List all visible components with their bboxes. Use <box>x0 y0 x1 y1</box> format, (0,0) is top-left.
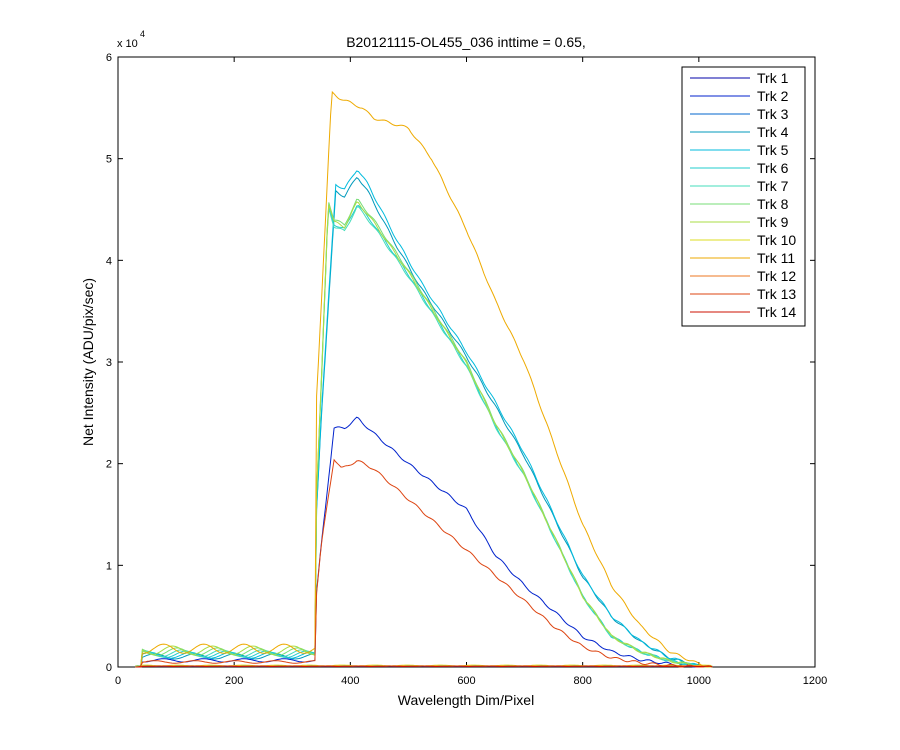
series-line-trk-14 <box>135 665 713 668</box>
x-tick-label: 800 <box>573 675 591 687</box>
y-tick-label: 4 <box>106 255 112 267</box>
x-tick-label: 0 <box>115 675 121 687</box>
series-lines <box>135 90 713 668</box>
legend-label: Trk 11 <box>757 250 795 266</box>
y-tick-label: 1 <box>106 560 112 572</box>
legend-label: Trk 5 <box>757 142 789 158</box>
x-tick-label: 1200 <box>803 675 827 687</box>
y-tick-label: 0 <box>106 662 112 674</box>
y-exponent-base: x 10 <box>117 38 138 50</box>
y-tick-label: 2 <box>106 459 112 471</box>
series-line-trk-13 <box>135 458 713 668</box>
legend-label: Trk 9 <box>757 214 789 230</box>
legend-label: Trk 8 <box>757 196 789 212</box>
y-tick-label: 6 <box>106 52 112 64</box>
legend-label: Trk 7 <box>757 178 789 194</box>
x-tick-label: 200 <box>225 675 243 687</box>
series-line-trk-11 <box>135 90 713 668</box>
legend-label: Trk 13 <box>757 286 796 302</box>
legend-label: Trk 4 <box>757 124 789 140</box>
y-tick-label: 5 <box>106 154 112 166</box>
x-tick-label: 400 <box>341 675 359 687</box>
legend-label: Trk 10 <box>757 232 796 248</box>
x-axis-label: Wavelength Dim/Pixel <box>398 692 534 708</box>
legend-label: Trk 6 <box>757 160 789 176</box>
y-tick-label: 3 <box>106 357 112 369</box>
legend-items: Trk 1 Trk 2 Trk 3 Trk 4 Trk 5 Trk 6 Trk 7 Trk 8… <box>690 70 796 320</box>
legend-label: Trk 14 <box>757 304 796 320</box>
legend-label: Trk 12 <box>757 268 796 284</box>
legend-label: Trk 1 <box>757 70 789 86</box>
y-exponent-power: 4 <box>140 29 145 39</box>
legend-label: Trk 2 <box>757 88 789 104</box>
legend-label: Trk 3 <box>757 106 789 122</box>
x-tick-label: 1000 <box>687 675 711 687</box>
y-axis-label: Net Intensity (ADU/pix/sec) <box>80 278 96 446</box>
legend-box <box>681 66 806 327</box>
x-tick-label: 600 <box>457 675 475 687</box>
legend: Trk 1 Trk 2 Trk 3 Trk 4 Trk 5 Trk 6 Trk 7 Trk 8… <box>681 66 806 327</box>
chart-title: B20121115-OL455_036 inttime = 0.65, <box>346 34 586 50</box>
axis-ticks: 0 200 400 600 800 1000 1200 0 1 2 3 4 5 6 <box>106 52 827 687</box>
series-line-trk-9 <box>135 201 713 668</box>
